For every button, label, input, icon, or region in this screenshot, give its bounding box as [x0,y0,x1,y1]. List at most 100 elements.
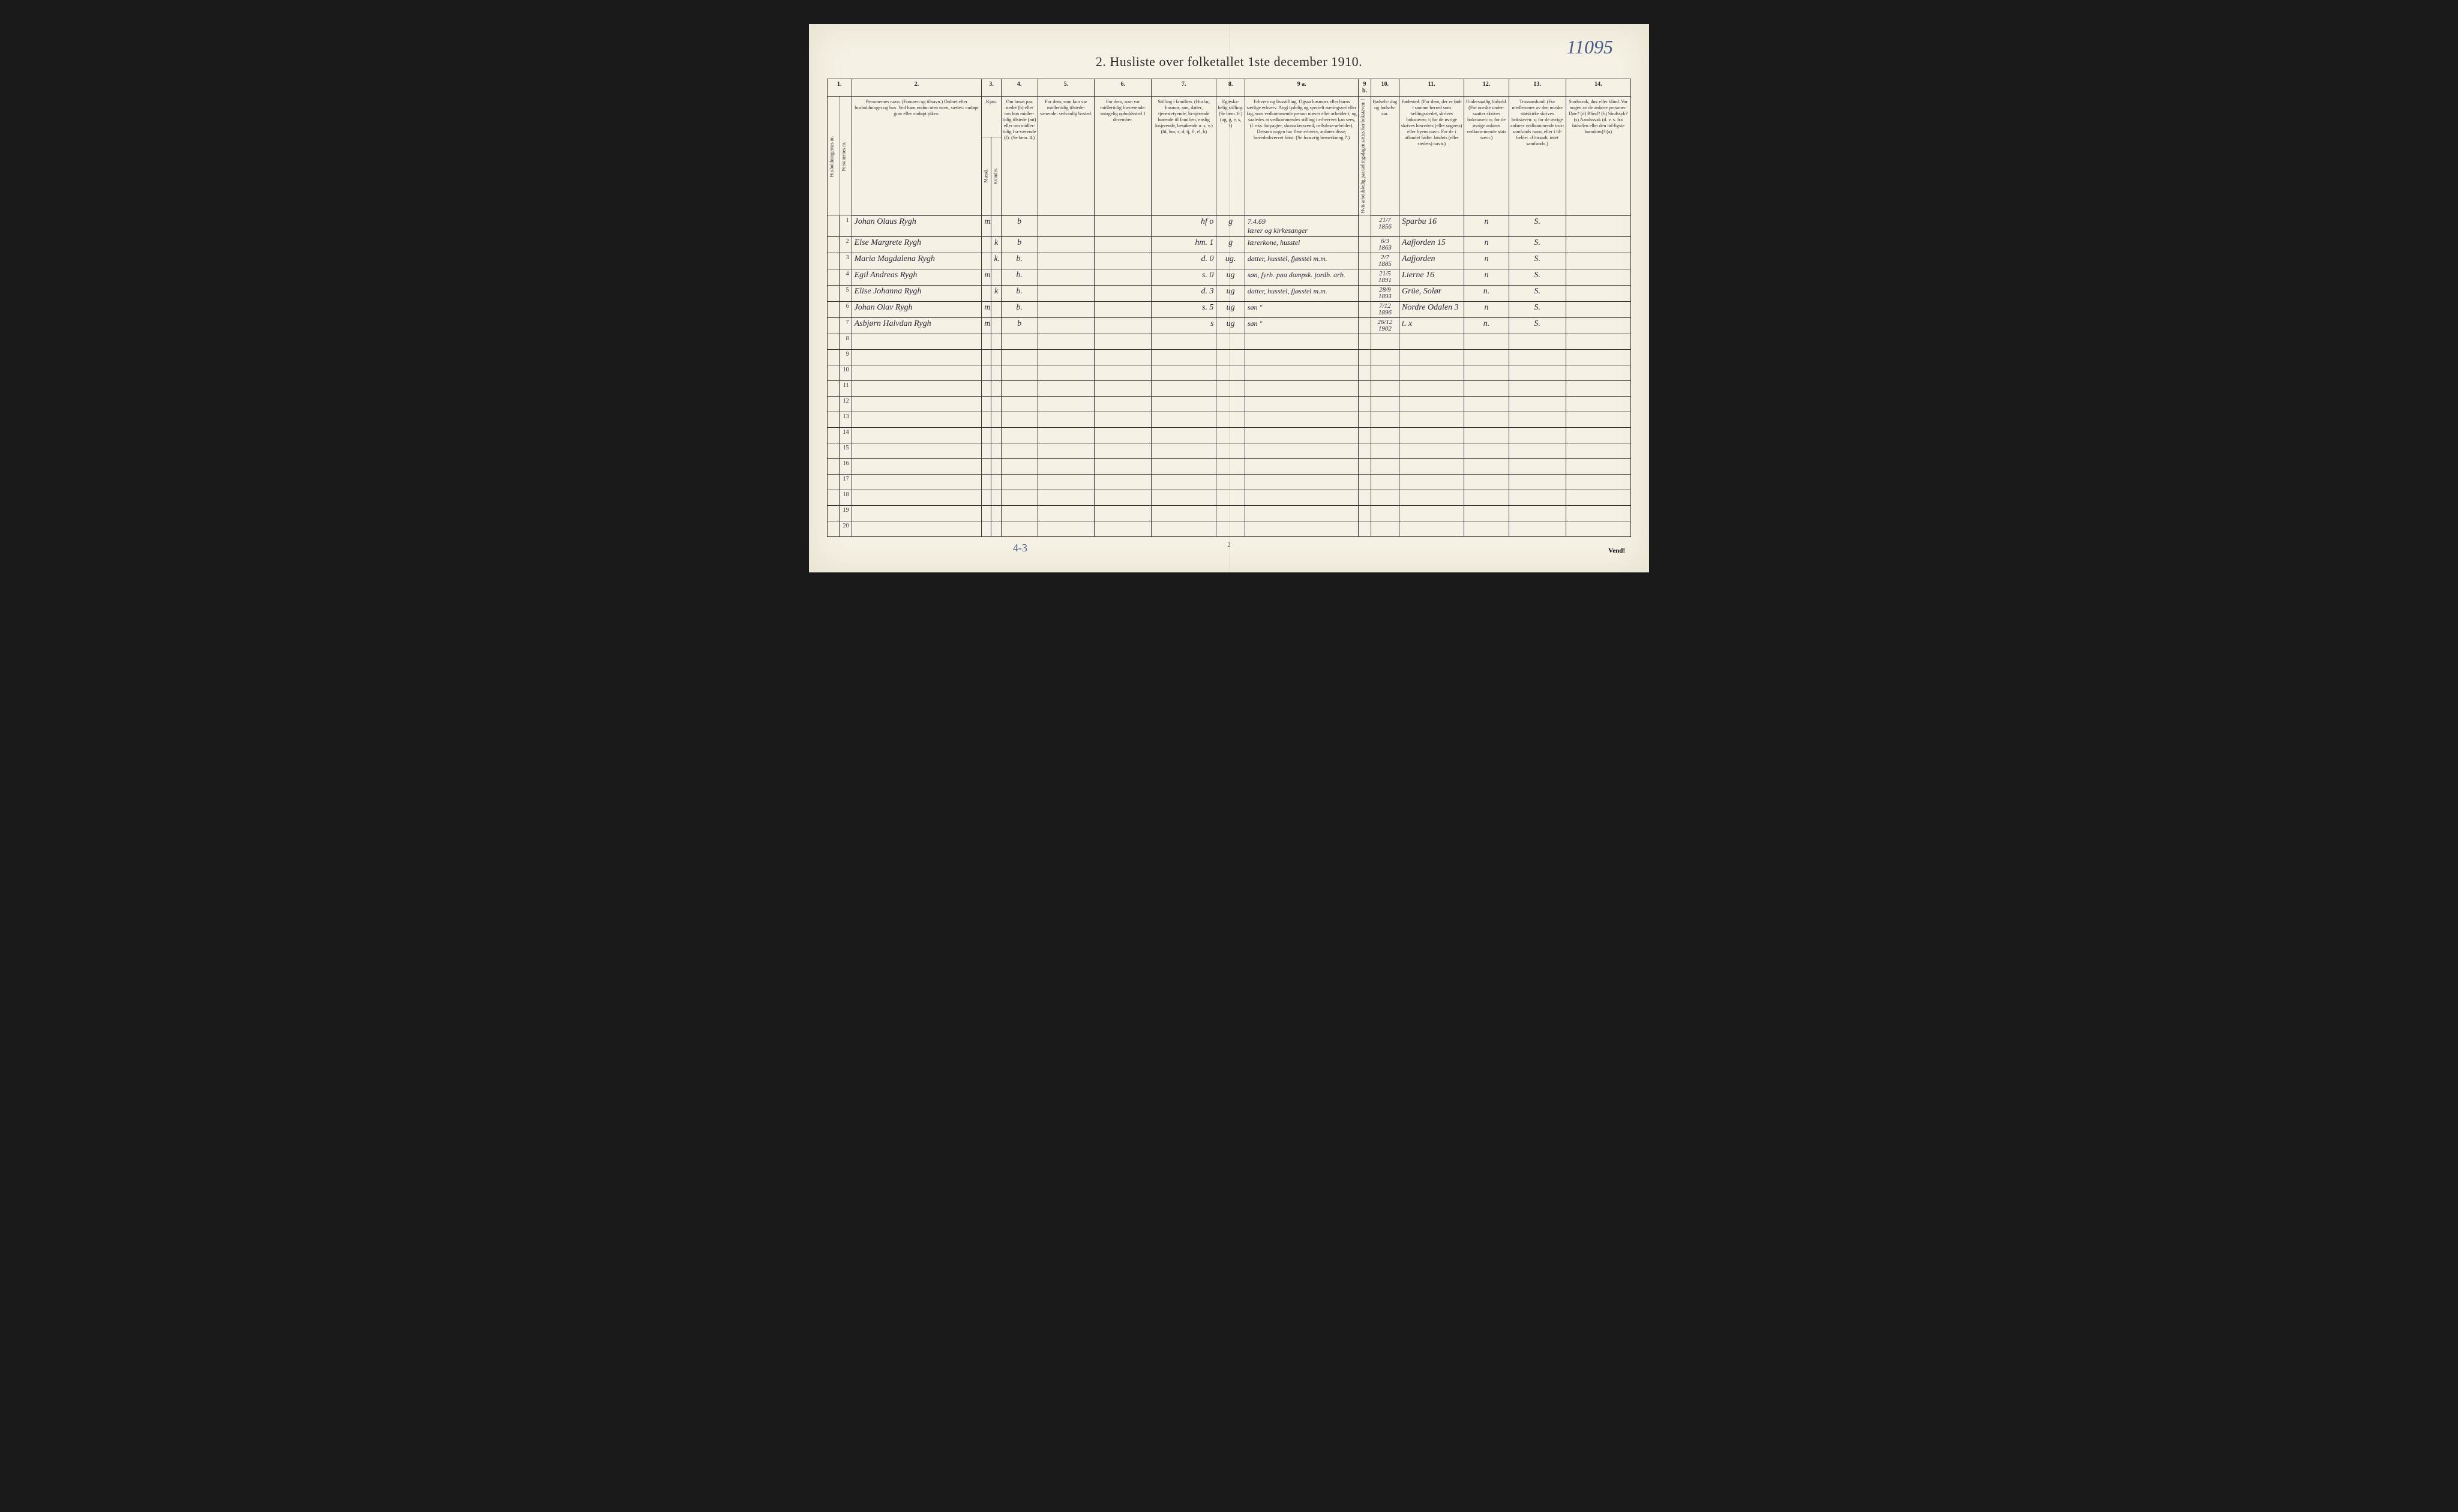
empty-cell [852,397,982,412]
table-row: 3Maria Magdalena Ryghk.b.d. 0ug.datter, … [828,253,1631,269]
empty-cell [1566,506,1630,521]
colnum-4: 4. [1001,79,1038,97]
family-pos-cell: hm. 1 [1152,237,1216,253]
empty-cell [1245,428,1359,443]
empty-cell [1001,397,1038,412]
empty-cell [1001,412,1038,428]
temp-absent-cell [1095,286,1152,302]
empty-cell [852,459,982,475]
table-row: 13 [828,412,1631,428]
person-nr-cell: 3 [840,253,852,269]
dob-cell: 2/71885 [1371,253,1399,269]
colnum-11: 11. [1399,79,1464,97]
religion-cell: S. [1509,237,1566,253]
empty-cell [1216,397,1245,412]
person-nr-cell: 5 [840,286,852,302]
person-nr-cell: 19 [840,506,852,521]
colnum-14: 14. [1566,79,1630,97]
empty-cell [1399,506,1464,521]
nationality-cell: n [1464,269,1509,286]
empty-cell [1359,412,1371,428]
empty-cell [1509,506,1566,521]
empty-cell [1464,459,1509,475]
empty-cell [982,350,991,365]
empty-cell [852,334,982,350]
empty-cell [1152,412,1216,428]
dob-cell: 7/121896 [1371,302,1399,318]
occupation-cell: lærerkone, husstel [1245,237,1359,253]
household-nr-cell [828,269,840,286]
unemployed-cell [1359,253,1371,269]
male-cell [982,253,991,269]
marital-cell: g [1216,216,1245,237]
family-pos-cell: d. 3 [1152,286,1216,302]
empty-cell [991,490,1001,506]
empty-cell [1001,350,1038,365]
header-sex: Kjøn. [982,97,1001,137]
household-nr-cell [828,475,840,490]
empty-cell [1216,506,1245,521]
family-pos-cell: s [1152,318,1216,334]
empty-cell [1038,443,1095,459]
temp-absent-cell [1095,269,1152,286]
temp-present-cell [1038,269,1095,286]
empty-cell [1566,459,1630,475]
empty-cell [1216,381,1245,397]
male-cell: m [982,216,991,237]
empty-cell [1038,459,1095,475]
temp-absent-cell [1095,216,1152,237]
column-header-row: Husholdningernes nr. Personernes nr. Per… [828,97,1631,137]
birthplace-cell: Sparbu 16 [1399,216,1464,237]
empty-cell [1095,475,1152,490]
name-cell: Egil Andreas Rygh [852,269,982,286]
empty-cell [1001,381,1038,397]
unemployed-cell [1359,237,1371,253]
empty-cell [1371,365,1399,381]
household-nr-cell [828,237,840,253]
empty-cell [991,365,1001,381]
family-pos-cell: s. 0 [1152,269,1216,286]
nationality-cell: n [1464,237,1509,253]
table-row: 2Else Margrete Ryghkbhm. 1glærerkone, hu… [828,237,1631,253]
disability-cell [1566,237,1630,253]
empty-cell [1245,490,1359,506]
colnum-3: 3. [982,79,1001,97]
empty-cell [1359,365,1371,381]
household-nr-cell [828,350,840,365]
empty-cell [1038,521,1095,537]
empty-cell [1245,412,1359,428]
empty-cell [1152,334,1216,350]
header-marital: Egteska- belig stilling. (Se bem. 6.) (u… [1216,97,1245,216]
empty-cell [1001,365,1038,381]
residence-cell: b [1001,318,1038,334]
person-nr-cell: 13 [840,412,852,428]
temp-absent-cell [1095,302,1152,318]
empty-cell [1399,521,1464,537]
empty-cell [1371,397,1399,412]
name-cell: Asbjørn Halvdan Rygh [852,318,982,334]
occupation-cell: datter, husstel, fjøsstel m.m. [1245,253,1359,269]
marital-cell: g [1216,237,1245,253]
residence-cell: b. [1001,286,1038,302]
birthplace-cell: Aafjorden [1399,253,1464,269]
nationality-cell: n [1464,302,1509,318]
empty-cell [852,443,982,459]
empty-cell [991,443,1001,459]
empty-cell [1038,506,1095,521]
male-cell: m [982,302,991,318]
household-nr-cell [828,397,840,412]
empty-cell [1359,381,1371,397]
empty-cell [1371,475,1399,490]
occupation-cell: søn " [1245,318,1359,334]
unemployed-cell [1359,286,1371,302]
empty-cell [852,365,982,381]
temp-absent-cell [1095,237,1152,253]
table-row: 15 [828,443,1631,459]
male-cell [982,237,991,253]
table-row: 20 [828,521,1631,537]
household-nr-cell [828,302,840,318]
empty-cell [1245,350,1359,365]
empty-cell [1216,521,1245,537]
empty-cell [1038,350,1095,365]
marital-cell: ug [1216,269,1245,286]
